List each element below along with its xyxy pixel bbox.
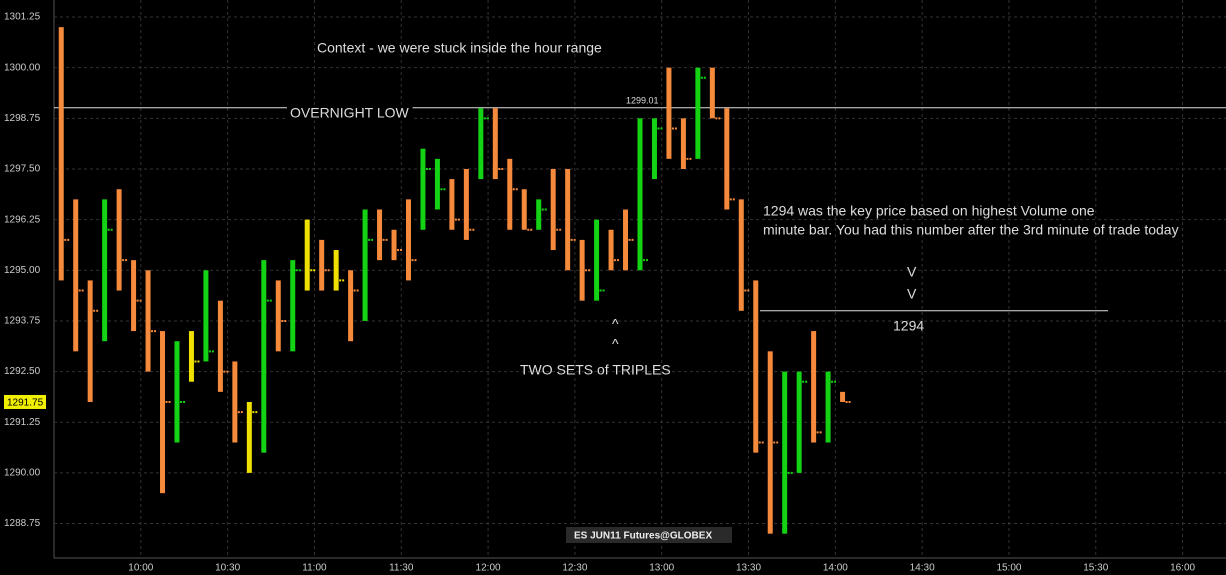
last-price-box	[4, 394, 46, 409]
price-bar	[550, 168, 556, 251]
y-tick-label: 1297.50	[4, 164, 41, 175]
x-tick-label: 10:00	[128, 563, 153, 574]
price-bar	[73, 199, 79, 352]
price-bar	[738, 199, 744, 311]
price-bar	[753, 280, 759, 453]
price-bar	[261, 260, 267, 453]
price-bar	[724, 108, 730, 210]
y-tick-label: 1296.25	[4, 214, 41, 225]
price-bar	[680, 118, 686, 169]
annotation: Context - we were stuck inside the hour …	[317, 40, 602, 56]
price-bar	[651, 118, 657, 180]
price-bar	[478, 108, 484, 180]
price-bar	[695, 67, 701, 159]
annotation: 1299.01	[626, 95, 659, 105]
price-bar	[348, 270, 354, 342]
x-tick-label: 14:30	[910, 563, 935, 574]
x-tick-label: 13:30	[736, 563, 761, 574]
price-bar	[405, 199, 411, 281]
y-tick-label: 1301.25	[4, 12, 41, 23]
price-bar	[246, 401, 252, 473]
price-bar	[637, 118, 643, 271]
price-bar	[507, 158, 513, 230]
price-bar	[203, 270, 209, 362]
price-bar	[825, 371, 831, 443]
price-bar	[362, 209, 368, 321]
price-bar	[174, 341, 180, 443]
price-bar	[188, 331, 194, 382]
price-bar	[232, 361, 238, 443]
price-bar	[463, 168, 469, 240]
annotation: ^	[612, 336, 619, 352]
price-bar	[377, 209, 383, 261]
annotation: ^	[612, 316, 619, 332]
annotation: OVERNIGHT LOW	[290, 105, 410, 121]
price-bar	[767, 351, 773, 534]
price-bar	[449, 179, 455, 230]
annotation: 1294	[893, 318, 924, 334]
price-bar	[434, 158, 440, 210]
price-bar	[87, 280, 93, 402]
x-tick-label: 12:30	[562, 563, 587, 574]
annotation-bg	[287, 104, 413, 121]
price-bar	[145, 270, 151, 372]
price-bar	[217, 300, 223, 392]
y-tick-label: 1298.75	[4, 113, 41, 124]
price-bar	[116, 189, 122, 291]
y-tick-label: 1290.00	[4, 468, 41, 479]
price-bar	[521, 189, 527, 230]
x-tick-label: 16:00	[1170, 563, 1195, 574]
price-bar	[492, 108, 498, 180]
price-bar	[594, 219, 600, 301]
y-tick-label: 1288.75	[4, 518, 41, 529]
x-tick-label: 15:00	[996, 563, 1021, 574]
price-bar	[102, 199, 108, 342]
annotation: minute bar. You had this number after th…	[763, 222, 1179, 238]
x-tick-label: 14:00	[823, 563, 848, 574]
source-box	[566, 527, 732, 543]
price-bar	[420, 148, 426, 230]
price-bar	[275, 280, 281, 352]
price-bar	[782, 371, 788, 534]
annotation: V	[907, 264, 917, 280]
price-bar	[319, 239, 325, 291]
price-bar	[304, 219, 310, 291]
price-bar	[58, 27, 64, 281]
price-bar	[290, 260, 296, 352]
x-tick-label: 10:30	[215, 563, 240, 574]
x-tick-label: 15:30	[1083, 563, 1108, 574]
last-price-label: 1291.75	[7, 398, 44, 409]
y-tick-label: 1295.00	[4, 265, 41, 276]
source-label: ES JUN11 Futures@GLOBEX	[574, 531, 712, 542]
annotation: TWO SETS of TRIPLES	[520, 362, 671, 378]
price-bar	[840, 391, 846, 402]
x-tick-label: 11:00	[302, 563, 327, 574]
price-bar	[536, 199, 542, 230]
price-bar	[391, 229, 397, 261]
x-tick-label: 13:00	[649, 563, 674, 574]
y-tick-label: 1300.00	[4, 62, 41, 73]
price-bar	[131, 260, 137, 332]
price-bar	[160, 331, 166, 494]
y-tick-label: 1292.50	[4, 366, 41, 377]
price-bar	[579, 239, 585, 301]
y-tick-label: 1293.75	[4, 316, 41, 327]
price-bar	[811, 331, 817, 443]
x-tick-label: 11:30	[389, 563, 414, 574]
y-tick-label: 1291.25	[4, 417, 41, 428]
price-bar	[666, 67, 672, 159]
price-bar	[333, 250, 339, 291]
price-bar	[709, 67, 715, 119]
x-tick-label: 12:00	[476, 563, 501, 574]
annotation: V	[907, 286, 917, 302]
price-bar	[608, 229, 614, 271]
annotation: 1294 was the key price based on highest …	[763, 203, 1095, 219]
price-bar	[565, 168, 571, 271]
price-bar	[796, 371, 802, 473]
price-bar	[623, 209, 629, 271]
